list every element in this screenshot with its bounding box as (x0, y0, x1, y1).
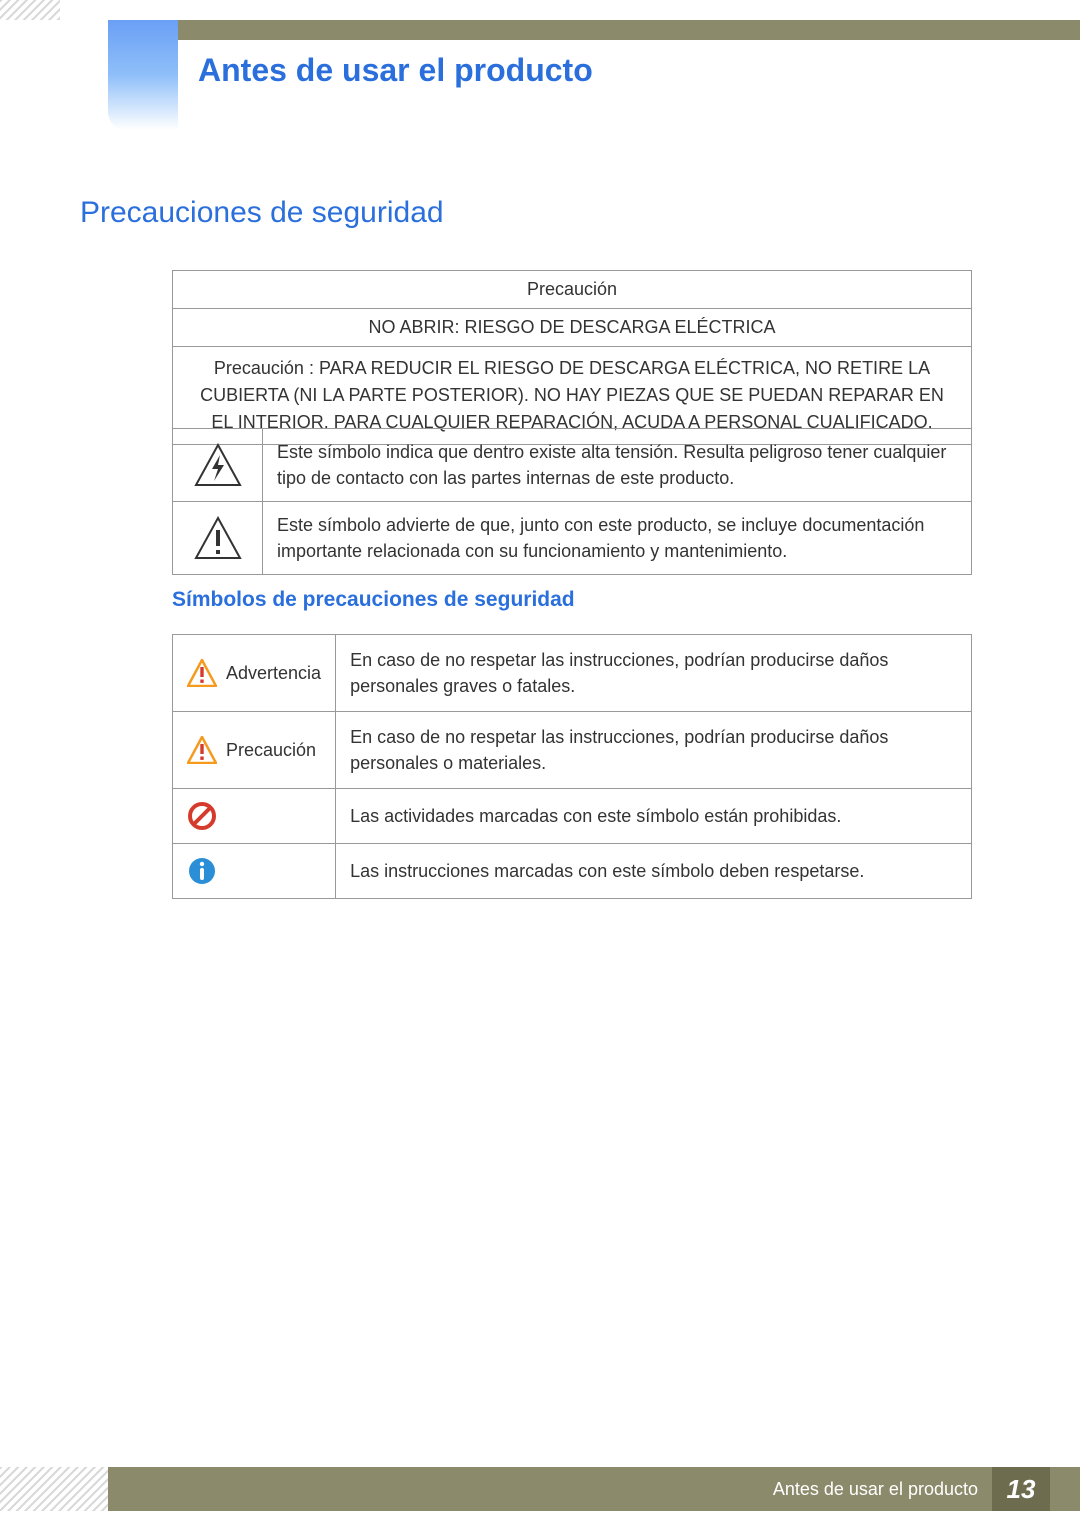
documentation-icon (194, 516, 242, 560)
chapter-title: Antes de usar el producto (198, 52, 593, 89)
prohibit-icon (187, 801, 217, 831)
high-voltage-icon (194, 443, 242, 487)
subsection-title: Símbolos de precauciones de seguridad (172, 588, 575, 612)
caution-label: Precaución (173, 271, 971, 309)
page-footer: Antes de usar el producto 13 (108, 1467, 1080, 1511)
warning-symbol-cell: Advertencia (173, 635, 336, 712)
high-voltage-icon-cell (173, 429, 263, 502)
mandatory-description: Las instrucciones marcadas con este símb… (336, 844, 972, 899)
caution-icon (187, 736, 217, 764)
table-row: Este símbolo indica que dentro existe al… (173, 429, 972, 502)
prohibit-symbol-cell (173, 789, 336, 844)
precaution-symbols-table: Advertencia En caso de no respetar las i… (172, 634, 972, 899)
table-row: Este símbolo advierte de que, junto con … (173, 502, 972, 575)
caution-symbol-cell: Precaución (173, 712, 336, 789)
info-symbol-cell (173, 844, 336, 899)
page-number: 13 (992, 1467, 1050, 1511)
high-voltage-text: Este símbolo indica que dentro existe al… (263, 429, 972, 502)
caution-noopen: NO ABRIR: RIESGO DE DESCARGA ELÉCTRICA (173, 309, 971, 347)
warning-label: Advertencia (226, 663, 321, 683)
documentation-text: Este símbolo advierte de que, junto con … (263, 502, 972, 575)
warning-description: En caso de no respetar las instrucciones… (336, 635, 972, 712)
table-row: Las instrucciones marcadas con este símb… (173, 844, 972, 899)
caution-box: Precaución NO ABRIR: RIESGO DE DESCARGA … (172, 270, 972, 445)
footer-chapter-title: Antes de usar el producto (773, 1479, 978, 1500)
table-row: Las actividades marcadas con este símbol… (173, 789, 972, 844)
top-bar-olive (108, 20, 1080, 40)
table-row: Precaución En caso de no respetar las in… (173, 712, 972, 789)
warning-icon (187, 659, 217, 687)
footer-stripe-decoration (0, 1467, 108, 1511)
section-title: Precauciones de seguridad (80, 196, 444, 230)
mandatory-icon (187, 856, 217, 886)
table-row: Advertencia En caso de no respetar las i… (173, 635, 972, 712)
prohibit-description: Las actividades marcadas con este símbol… (336, 789, 972, 844)
chapter-tab (108, 20, 178, 130)
documentation-icon-cell (173, 502, 263, 575)
caution-description: En caso de no respetar las instrucciones… (336, 712, 972, 789)
caution-label-text: Precaución (226, 740, 316, 760)
symbol-explanation-table: Este símbolo indica que dentro existe al… (172, 428, 972, 575)
